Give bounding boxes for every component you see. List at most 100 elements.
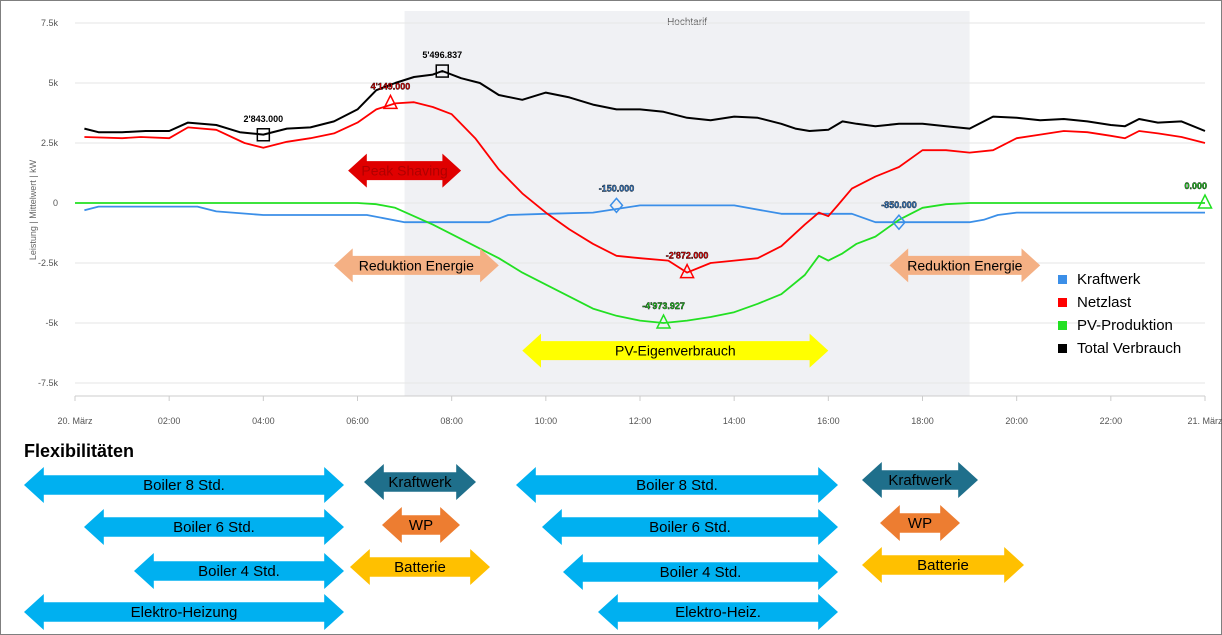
data-label: 0.000 <box>1184 181 1207 191</box>
flex-label: Boiler 6 Std. <box>173 518 255 536</box>
legend-label: PV-Produktion <box>1077 317 1173 334</box>
legend-swatch <box>1058 275 1067 284</box>
series-line-total-verbrauch <box>84 70 1206 136</box>
y-tick-label: -7.5k <box>38 378 59 388</box>
x-tick-label: 20. März <box>57 416 93 426</box>
flex-arrow-wp-morning: WP <box>382 507 460 543</box>
annotation-label: Peak Shaving <box>361 163 447 179</box>
flex-arrow-shape <box>862 462 978 498</box>
x-tick-label: 20:00 <box>1005 416 1028 426</box>
flex-label: WP <box>408 516 434 534</box>
data-marker-diamond <box>891 214 906 231</box>
flex-arrow-electric-heating-midday: Elektro-Heiz. <box>598 594 838 630</box>
legend-label: Total Verbrauch <box>1077 340 1181 357</box>
flex-title: Flexibilitäten <box>24 441 135 461</box>
annotation-arrow <box>334 248 499 283</box>
flex-arrow-body <box>382 507 460 543</box>
y-tick-label: 0 <box>53 198 58 208</box>
legend-swatch <box>1058 344 1067 353</box>
flex-label: Boiler 4 Std. <box>659 563 742 581</box>
data-marker-square <box>256 128 271 142</box>
flex-label: Elektro-Heizung <box>130 603 238 621</box>
legend-label: Kraftwerk <box>1077 271 1141 288</box>
flex-arrow-shape <box>364 464 476 500</box>
flex-arrow-shape <box>862 547 1024 583</box>
flex-arrow-body <box>24 594 344 630</box>
x-tick-label: 16:00 <box>817 416 840 426</box>
flex-arrow-shape <box>880 505 960 541</box>
flex-arrow-boiler-8h-early: Boiler 8 Std. <box>24 467 344 503</box>
flex-arrow-body <box>862 547 1024 583</box>
data-label: -4'973.927 <box>642 301 685 311</box>
data-marker-triangle <box>1197 193 1213 209</box>
flex-arrow-shape <box>24 594 344 630</box>
flex-label: Boiler 8 Std. <box>143 476 225 494</box>
flex-arrow-battery-evening: Batterie <box>862 547 1024 583</box>
flex-arrow-battery-morning: Batterie <box>350 549 490 585</box>
flex-label: Boiler 6 Std. <box>649 518 731 536</box>
data-label: -150.000 <box>599 183 635 193</box>
flex-label: WP <box>907 514 933 532</box>
flex-arrow-body <box>516 467 838 503</box>
y-tick-label: 7.5k <box>41 18 59 28</box>
flex-arrow-kraftwerk-morning: Kraftwerk <box>364 464 476 500</box>
data-label: 5'496.837 <box>422 50 462 60</box>
annotation-arrow <box>889 248 1041 283</box>
data-marker-triangle <box>382 93 399 110</box>
data-label: 2'843.000 <box>243 114 283 124</box>
flex-arrow-shape <box>382 507 460 543</box>
annotation-arrow <box>522 333 829 368</box>
y-tick-label: 2.5k <box>41 138 59 148</box>
x-tick-label: 18:00 <box>911 416 934 426</box>
data-label: -850.000 <box>881 200 917 210</box>
x-tick-label: 21. März <box>1187 416 1222 426</box>
x-tick-label: 12:00 <box>629 416 652 426</box>
flex-arrow-shape <box>516 467 838 503</box>
flex-arrow-boiler-4h-midday: Boiler 4 Std. <box>563 554 838 590</box>
flex-arrow-boiler-6h-midday: Boiler 6 Std. <box>542 509 838 545</box>
annotation-arrow <box>348 153 462 188</box>
annotation-label: Reduktion Energie <box>359 257 474 273</box>
series-line-kraftwerk <box>84 204 1205 224</box>
flex-arrow-shape <box>350 549 490 585</box>
flex-label: Kraftwerk <box>888 471 952 489</box>
y-tick-label: -5k <box>45 318 58 328</box>
flex-arrow-shape <box>598 594 838 630</box>
flex-arrow-body <box>134 553 344 589</box>
y-tick-label: 5k <box>48 78 58 88</box>
flex-arrow-body <box>350 549 490 585</box>
y-axis-label: Leistung | Mittelwert | kW <box>28 159 38 260</box>
data-marker-diamond <box>609 197 624 214</box>
annotation-label: Reduktion Energie <box>907 257 1022 273</box>
flex-arrow-boiler-6h-early: Boiler 6 Std. <box>84 509 344 545</box>
legend-swatch <box>1058 321 1067 330</box>
series-line-pv-produktion <box>75 202 1205 324</box>
flex-label: Batterie <box>394 558 446 576</box>
flex-label: Elektro-Heiz. <box>675 603 761 621</box>
flex-arrow-body <box>24 467 344 503</box>
legend-swatch <box>1058 298 1067 307</box>
data-marker-triangle <box>679 262 695 279</box>
x-tick-label: 04:00 <box>252 416 275 426</box>
flex-arrow-body <box>84 509 344 545</box>
flex-arrow-kraftwerk-evening: Kraftwerk <box>862 462 978 498</box>
flex-label: Boiler 4 Std. <box>198 562 280 580</box>
data-marker-triangle <box>655 313 672 329</box>
data-marker-square <box>435 64 449 78</box>
flex-arrow-body <box>563 554 838 590</box>
data-label: -2'872.000 <box>666 251 709 261</box>
flex-arrow-body <box>542 509 838 545</box>
flex-arrow-shape <box>563 554 838 590</box>
flex-arrow-body <box>880 505 960 541</box>
flex-arrow-body <box>364 464 476 500</box>
flex-arrow-body <box>598 594 838 630</box>
x-tick-label: 02:00 <box>158 416 181 426</box>
x-tick-label: 22:00 <box>1100 416 1123 426</box>
flex-arrow-body <box>862 462 978 498</box>
x-tick-label: 08:00 <box>440 416 463 426</box>
flex-arrow-boiler-4h-early: Boiler 4 Std. <box>134 553 344 589</box>
flex-arrow-wp-evening: WP <box>880 505 960 541</box>
flex-arrow-boiler-8h-midday: Boiler 8 Std. <box>516 467 838 503</box>
data-label: 4'149.000 <box>371 81 411 91</box>
